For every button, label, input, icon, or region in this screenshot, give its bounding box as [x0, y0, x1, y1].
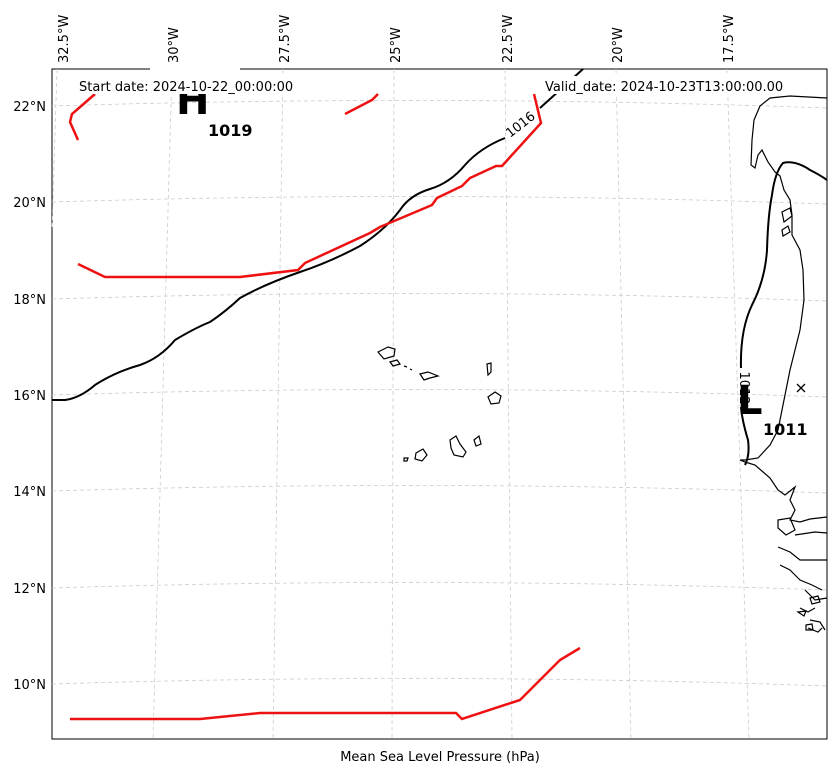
lon-tick-label: 17.5°W: [722, 15, 737, 63]
lon-tick-label: 25°W: [389, 27, 404, 63]
guinea-coast: [799, 607, 826, 633]
lon-tick-label: 30°W: [167, 27, 182, 63]
lat-tick-label: 22°N: [13, 100, 46, 115]
lat-tick-label: 12°N: [13, 582, 46, 597]
lat-tick-label: 18°N: [13, 293, 46, 308]
island-maio: [473, 434, 482, 447]
senegal-coast: [777, 517, 796, 536]
svg-text:1011: 1011: [763, 420, 808, 439]
lat-tick-labels: 22°N 20°N 18°N 16°N 14°N 12°N 10°N: [13, 100, 46, 693]
lat-tick-label: 10°N: [13, 678, 46, 693]
isobar-1012-lower: [740, 406, 750, 466]
lon-tick-label: 32.5°W: [57, 15, 72, 63]
island-santo-antao: [377, 346, 396, 360]
valid-date-bg: [542, 76, 806, 94]
map-frame: [51, 68, 828, 740]
lat-tick-label: 16°N: [13, 389, 46, 404]
small-islands: [781, 207, 793, 237]
gambia-coast: [794, 531, 828, 536]
x-axis-label: Mean Sea Level Pressure (hPa): [340, 750, 540, 765]
contour-label-1012: 1012: [736, 371, 751, 404]
island-boa-vista: [487, 391, 502, 405]
island-fogo: [414, 448, 428, 462]
island-brava: [403, 457, 409, 462]
lon-tick-label: 20°W: [611, 27, 626, 63]
red-isobar-top-mid: [344, 93, 379, 116]
svg-text:L: L: [737, 378, 763, 424]
isobar-1012: [739, 161, 828, 369]
svg-text:1012: 1012: [736, 371, 751, 404]
start-date-bg: [76, 76, 314, 94]
isobar-1016: [52, 137, 506, 401]
isobars-red: [68, 93, 581, 721]
island-sao-vicente: [388, 359, 402, 367]
lon-tick-labels: 32.5°W 30°W 27.5°W 25°W 22.5°W 20°W 17.5…: [57, 15, 737, 63]
low-center-marker: [796, 383, 806, 393]
red-isobar-main: [77, 93, 543, 279]
lon-tick-label: 22.5°W: [501, 15, 516, 63]
start-date: Start date: 2024-10-22_00:00:00: [79, 80, 293, 95]
valid-date: Valid_date: 2024-10-23T13:00:00.00: [545, 80, 783, 95]
red-isobar-bottom: [70, 646, 581, 721]
island-sal: [486, 362, 492, 377]
guinea-bissau-coast: [777, 546, 828, 601]
red-isobar-top-left: [68, 93, 96, 141]
lat-tick-label: 14°N: [13, 485, 46, 500]
svg-text:1019: 1019: [208, 121, 253, 140]
lon-tick-label: 27.5°W: [278, 15, 293, 63]
low-pressure-system: L 1011: [737, 378, 808, 439]
island-sao-nicolau: [419, 371, 440, 381]
islands-bijagos: [796, 595, 821, 631]
island-santa-luzia: [403, 365, 413, 371]
lat-tick-label: 20°N: [13, 196, 46, 211]
coastlines: [377, 95, 828, 633]
island-santiago: [449, 435, 467, 458]
african-coastline: [739, 95, 828, 523]
